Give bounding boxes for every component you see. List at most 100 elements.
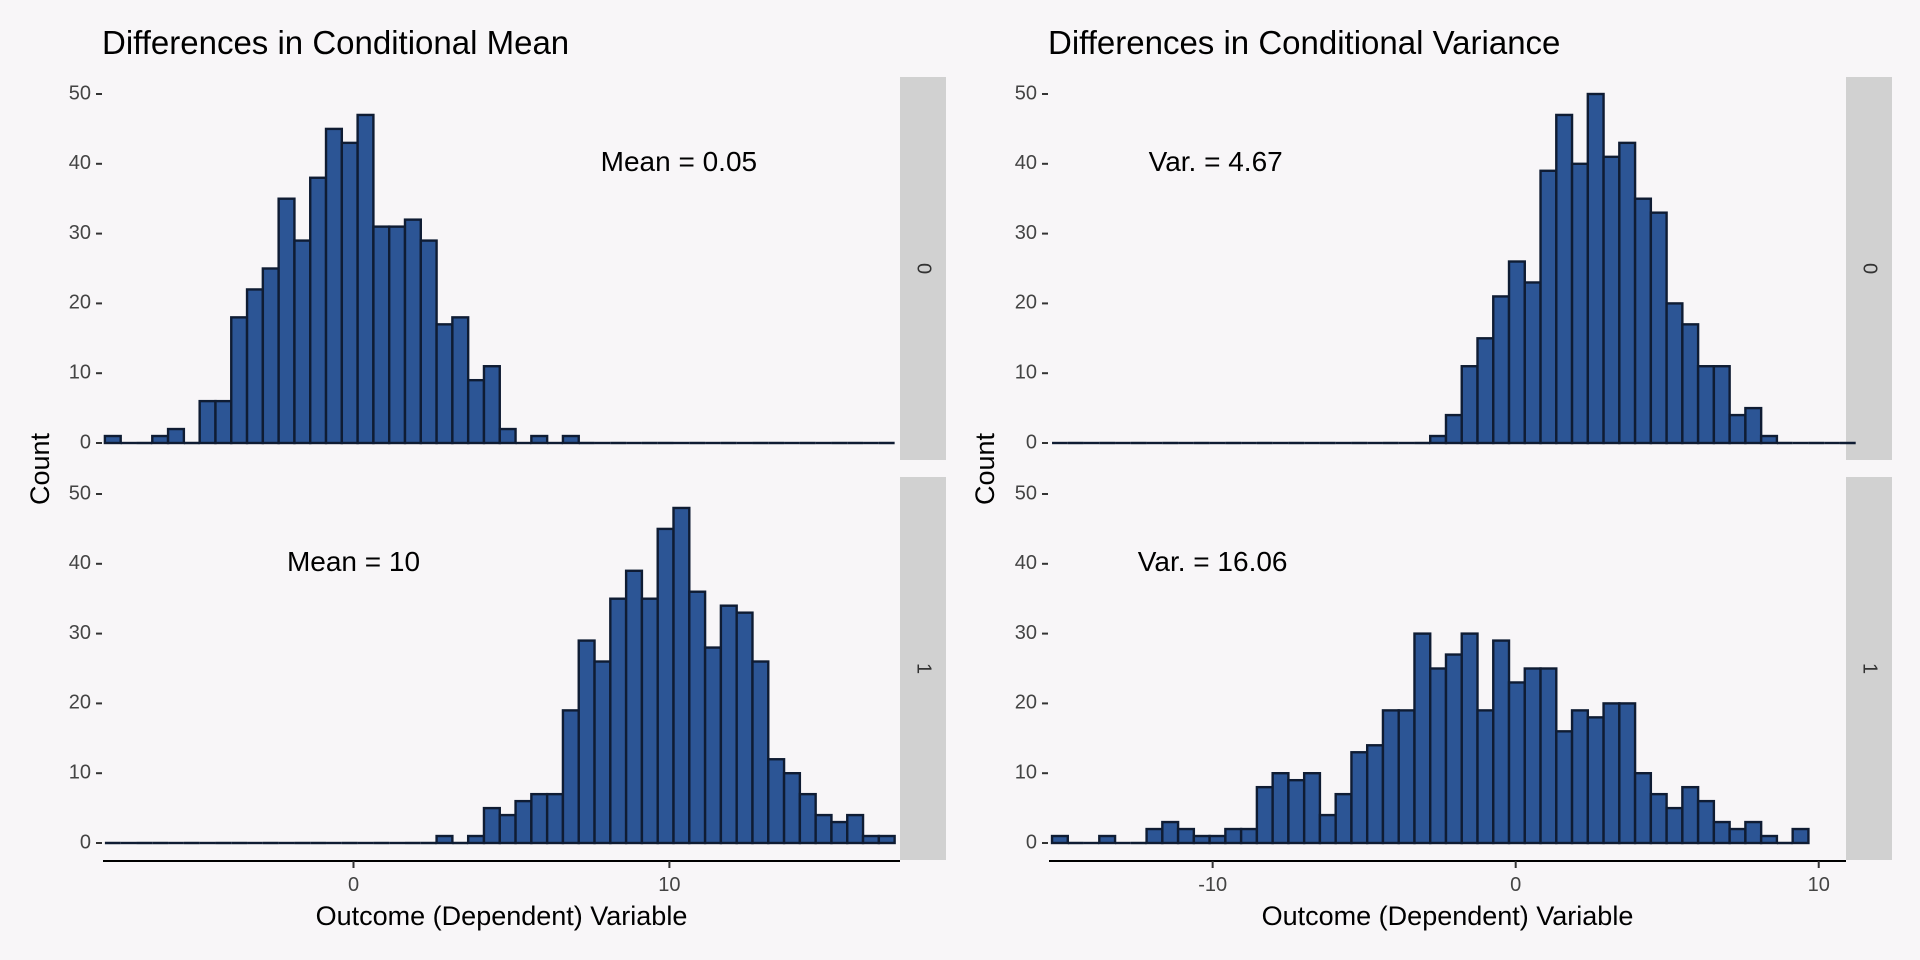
histogram-bar — [1460, 365, 1479, 445]
histogram-bar — [356, 113, 375, 445]
histogram-bar — [230, 316, 249, 445]
histogram-bar — [419, 239, 438, 445]
histogram-bar — [1665, 302, 1684, 445]
chart-title: Differences in Conditional Mean — [102, 24, 569, 61]
y-tick-label: 20 — [1015, 692, 1037, 714]
y-tick-label: 0 — [80, 831, 91, 853]
x-axis-title: Outcome (Dependent) Variable — [316, 901, 688, 931]
histogram-bar — [1633, 197, 1653, 445]
y-tick-label: 30 — [69, 222, 91, 244]
histogram-bar — [1318, 813, 1337, 845]
chart-title: Differences in Conditional Variance — [1048, 24, 1560, 61]
histogram-bar — [1145, 827, 1164, 845]
y-tick-label: 50 — [69, 482, 91, 504]
panel-0: 0 0 10 20 30 40 50 Mean = 0.05 — [69, 77, 946, 460]
histogram-bar — [624, 569, 644, 845]
histogram-bar — [1334, 792, 1353, 845]
histogram-bar — [309, 176, 328, 445]
histogram-bar — [814, 813, 833, 845]
annotation: Mean = 0.05 — [601, 146, 757, 177]
histogram-bar — [435, 834, 454, 845]
y-tick-label: 20 — [69, 292, 91, 314]
facet-strip — [900, 477, 946, 860]
histogram-bar — [609, 597, 628, 845]
y-tick-label: 40 — [69, 152, 91, 174]
histogram-bar — [1602, 155, 1621, 445]
histogram-bar — [214, 399, 233, 445]
y-tick-label: 40 — [1015, 152, 1037, 174]
facet-strip — [900, 77, 946, 460]
histogram-bar — [1208, 834, 1227, 845]
histogram-bar — [435, 323, 454, 445]
x-tick-label: 0 — [1510, 874, 1521, 896]
y-tick-label: 30 — [1015, 622, 1037, 644]
facet-strip — [1846, 77, 1892, 460]
chart-1: Differences in Conditional Mean001020304… — [25, 24, 946, 931]
histogram-bar — [672, 506, 691, 845]
x-tick-label: 10 — [1808, 874, 1830, 896]
histogram-bar — [1523, 281, 1542, 445]
histogram-bar — [451, 316, 470, 445]
histogram-bar — [877, 834, 896, 845]
histogram-bar — [1255, 785, 1274, 845]
y-tick-label: 20 — [69, 692, 91, 714]
histogram-bar — [1239, 827, 1259, 845]
facet-strip-label: 0 — [1859, 263, 1881, 274]
y-tick-label: 0 — [1026, 831, 1037, 853]
y-tick-label: 0 — [1026, 431, 1037, 453]
histogram-bar — [830, 820, 849, 845]
y-tick-label: 10 — [69, 361, 91, 383]
histogram-bar — [166, 427, 186, 445]
histogram-bar — [1744, 406, 1763, 445]
histogram-bar — [1712, 820, 1731, 845]
histogram-bar — [1539, 169, 1558, 445]
histogram-bar — [1759, 834, 1779, 845]
facet-strip-label: 0 — [913, 263, 935, 274]
histogram-bar — [688, 590, 707, 845]
histogram-bar — [1413, 632, 1432, 845]
histogram-bar — [324, 127, 344, 445]
y-tick-label: 0 — [80, 431, 91, 453]
histogram-bar — [1460, 632, 1479, 845]
bars — [1052, 92, 1856, 445]
x-axis-title: Outcome (Dependent) Variable — [1262, 901, 1634, 931]
histogram-bar — [751, 660, 770, 845]
histogram-bar — [1523, 667, 1542, 845]
histogram-bar — [1586, 716, 1605, 845]
histogram-bar — [782, 772, 802, 845]
x-tick-label: 0 — [348, 874, 359, 896]
histogram-bar — [1712, 365, 1731, 445]
histogram-bar — [1586, 92, 1605, 445]
facet-strip-label: 1 — [913, 663, 935, 674]
histogram-bar — [1570, 162, 1590, 445]
histogram-bar — [561, 709, 580, 845]
histogram-bar — [293, 239, 312, 445]
histogram-bar — [1365, 744, 1385, 845]
histogram-bar — [1476, 709, 1495, 845]
histogram-bar — [1744, 820, 1763, 845]
y-tick-label: 30 — [69, 622, 91, 644]
bars — [1050, 632, 1810, 845]
y-axis-title: Count — [970, 432, 1000, 505]
histogram-bar — [1649, 211, 1668, 445]
histogram-bar — [1492, 295, 1511, 445]
histogram-bar — [1476, 337, 1495, 445]
histogram-bar — [1728, 413, 1747, 445]
facet-strip-label: 1 — [1859, 663, 1881, 674]
histogram-bar — [1444, 653, 1463, 845]
histogram-bar — [1681, 323, 1700, 445]
histogram-bar — [703, 646, 723, 845]
annotation: Var. = 4.67 — [1149, 146, 1283, 177]
histogram-bar — [403, 218, 422, 445]
histogram-bar — [577, 639, 596, 845]
histogram-bar — [340, 141, 359, 445]
histogram-bar — [1176, 827, 1196, 845]
histogram-bar — [466, 378, 486, 445]
histogram-bar — [1271, 772, 1290, 845]
x-tick-label: -10 — [1198, 874, 1227, 896]
histogram-bar — [1492, 639, 1511, 845]
x-tick-label: 10 — [658, 874, 680, 896]
histogram-bar — [1397, 709, 1416, 845]
histogram-bar — [640, 597, 659, 845]
